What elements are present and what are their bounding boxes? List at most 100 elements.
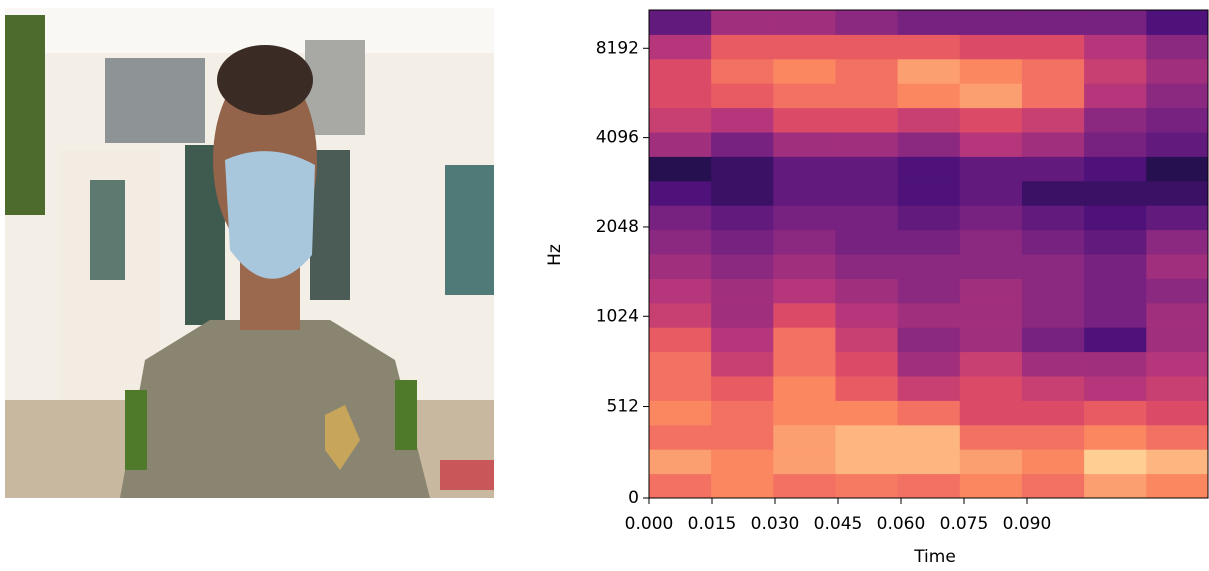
cell: [773, 254, 836, 279]
cell: [1021, 327, 1085, 353]
cell: [897, 400, 961, 426]
cell: [959, 107, 1023, 133]
cell: [959, 34, 1023, 60]
cell: [1146, 400, 1209, 426]
cell: [711, 254, 774, 279]
photo: [5, 8, 494, 498]
cell: [1021, 473, 1085, 499]
cell: [835, 400, 899, 426]
cell: [835, 83, 899, 109]
cell: [1084, 278, 1147, 304]
cell: [897, 132, 961, 157]
cell: [711, 58, 774, 84]
cell: [835, 205, 899, 231]
ac-unit: [305, 40, 365, 135]
cell: [835, 424, 899, 450]
cell: [649, 424, 712, 450]
cell: [711, 34, 774, 60]
cell: [959, 424, 1023, 450]
cell: [835, 254, 899, 279]
y-tick-label: 512: [607, 397, 639, 417]
cell: [959, 351, 1023, 377]
cell: [773, 229, 836, 255]
cell: [1146, 278, 1209, 304]
cell: [1084, 302, 1147, 328]
cell: [897, 34, 961, 60]
cell: [649, 376, 712, 401]
cell: [959, 327, 1023, 353]
cell: [711, 10, 774, 35]
cell: [773, 351, 836, 377]
cell: [773, 400, 836, 426]
cell: [897, 180, 961, 206]
cell: [1084, 34, 1147, 60]
cell: [1146, 351, 1209, 377]
cell: [1146, 229, 1209, 255]
cell: [649, 107, 712, 133]
cell: [649, 83, 712, 109]
cell: [1021, 156, 1085, 182]
cell: [897, 83, 961, 109]
cell: [959, 10, 1023, 35]
cell: [835, 132, 899, 157]
cell: [1084, 156, 1147, 182]
cell: [1021, 449, 1085, 475]
cell: [1021, 254, 1085, 279]
cell: [649, 449, 712, 475]
cell: [959, 83, 1023, 109]
cell: [1021, 400, 1085, 426]
cell: [1146, 473, 1209, 499]
cell: [711, 400, 774, 426]
cell: [1021, 132, 1085, 157]
cell: [773, 107, 836, 133]
cell: [1021, 424, 1085, 450]
x-tick-label: 0.000: [625, 514, 674, 534]
cell: [959, 473, 1023, 499]
cell: [959, 254, 1023, 279]
y-tick-label: 1024: [596, 306, 639, 326]
cell: [835, 58, 899, 84]
door: [310, 150, 350, 300]
cell: [897, 229, 961, 255]
cell: [649, 10, 712, 35]
cell: [1084, 205, 1147, 231]
cell: [1021, 376, 1085, 401]
curb: [440, 460, 494, 490]
cell: [649, 180, 712, 206]
patch: [125, 390, 147, 470]
cell: [959, 132, 1023, 157]
cell: [1084, 132, 1147, 157]
cell: [1021, 278, 1085, 304]
hair: [217, 45, 313, 115]
cell: [1084, 83, 1147, 109]
cell: [897, 351, 961, 377]
x-tick-label: 0.045: [814, 514, 863, 534]
x-axis-label: Time: [913, 547, 956, 567]
cell: [649, 327, 712, 353]
x-tick-label: 0.030: [751, 514, 800, 534]
ac-unit: [105, 58, 205, 143]
cell: [1084, 473, 1147, 499]
cell: [773, 327, 836, 353]
cell: [773, 205, 836, 231]
cell: [897, 205, 961, 231]
cell: [649, 229, 712, 255]
cell: [773, 473, 836, 499]
patch: [395, 380, 417, 450]
cell: [773, 302, 836, 328]
cell: [897, 107, 961, 133]
cell: [649, 302, 712, 328]
cell: [711, 83, 774, 109]
cell: [1146, 10, 1209, 35]
cell: [1084, 254, 1147, 279]
cell: [1146, 107, 1209, 133]
cell: [1146, 58, 1209, 84]
cell: [897, 327, 961, 353]
cell: [773, 132, 836, 157]
cell: [1021, 302, 1085, 328]
cell: [711, 229, 774, 255]
cell: [649, 278, 712, 304]
cell: [711, 180, 774, 206]
cell: [1146, 132, 1209, 157]
